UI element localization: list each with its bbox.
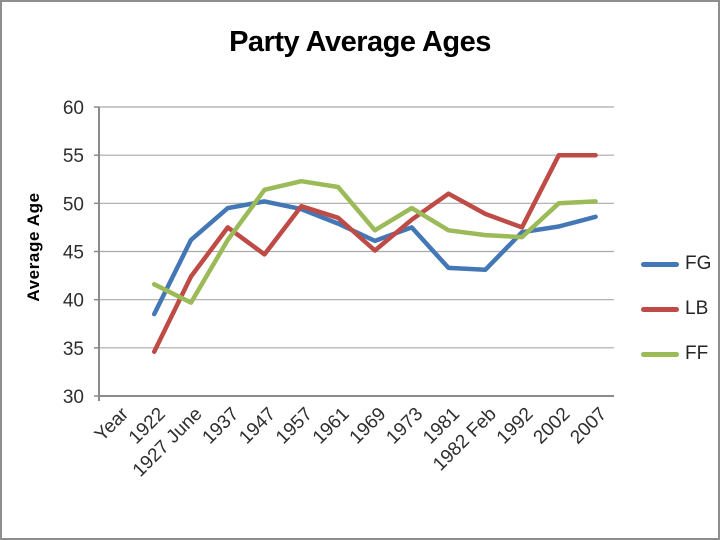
ff-line-swatch — [641, 351, 679, 357]
series-line-FG — [151, 199, 598, 317]
series-line-FF — [151, 178, 598, 305]
y-tick-label: 55 — [63, 146, 84, 167]
legend-item-fg: FG — [641, 254, 711, 274]
lb-line-swatch — [641, 306, 679, 312]
y-tick-label: 30 — [63, 387, 84, 408]
y-tick-label: 50 — [63, 194, 84, 215]
x-tick-label: 1961 — [309, 404, 354, 449]
series-line-LB — [151, 152, 598, 354]
fg-line-swatch — [641, 261, 679, 267]
x-tick-label: 1957 — [272, 404, 317, 449]
y-tick-label: 60 — [63, 98, 84, 119]
x-tick-label: 2002 — [530, 404, 575, 449]
legend-item-ff: FF — [641, 344, 708, 364]
chart-title: Party Average Ages — [229, 26, 491, 58]
x-tick-label: 2007 — [566, 404, 611, 449]
x-tick-label: Year — [91, 403, 133, 445]
y-tick-label: 45 — [63, 243, 84, 264]
x-tick-label: 1969 — [346, 404, 391, 449]
legend-label-lb: LB — [685, 298, 709, 319]
legend-label-ff: FF — [685, 343, 709, 364]
x-tick-label: 1973 — [382, 404, 427, 449]
legend-label-fg: FG — [685, 253, 712, 274]
legend-item-lb: LB — [641, 299, 708, 319]
x-tick-label: 1937 — [199, 404, 244, 449]
x-tick-label: 1947 — [235, 404, 280, 449]
y-tick-label: 40 — [63, 291, 84, 312]
y-tick-label: 35 — [63, 339, 84, 360]
x-tick-label: 1992 — [493, 404, 538, 449]
